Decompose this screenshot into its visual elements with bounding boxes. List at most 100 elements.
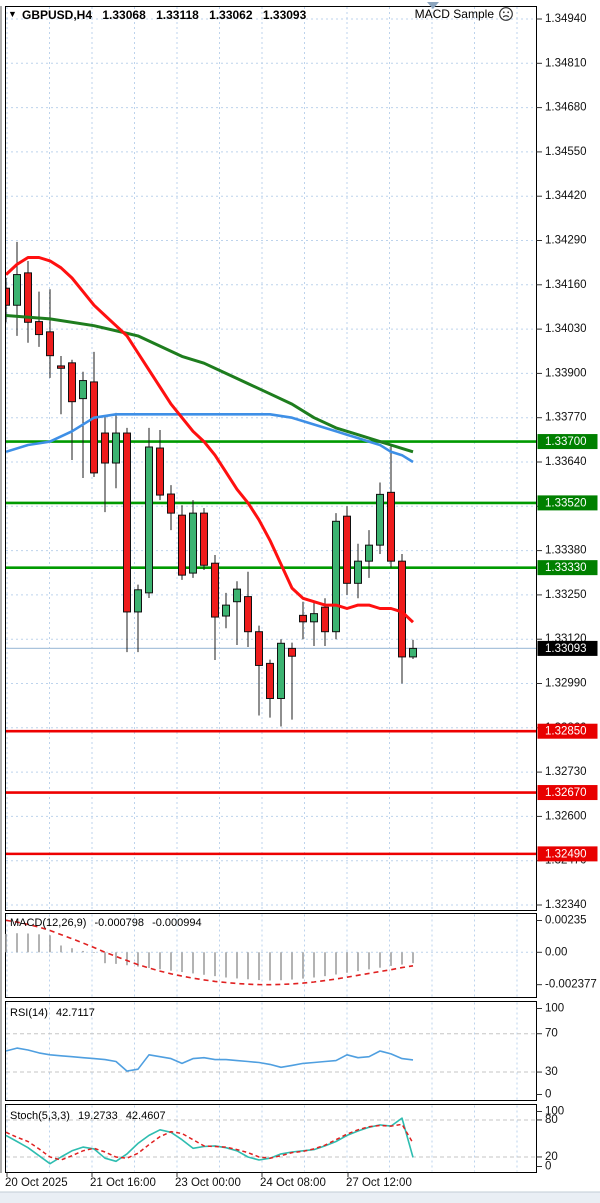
candle-body-bull	[332, 520, 340, 633]
candle-body-bull	[222, 604, 230, 617]
price-badge-red: 1.32490	[537, 846, 598, 862]
bottom-scrollbar-strip[interactable]	[0, 1192, 600, 1203]
candle	[332, 513, 340, 640]
candle-body-bear	[35, 321, 43, 336]
candle	[123, 427, 131, 653]
price-badge-bg	[537, 640, 598, 656]
time-axis[interactable]: 20 Oct 2025 21 Oct 16:00 23 Oct 00:00 24 Oc…	[5, 1172, 412, 1190]
candle	[24, 260, 32, 343]
stoch-panel[interactable]	[5, 1104, 537, 1173]
stoch-name: Stoch(5,3,3)	[10, 1110, 70, 1122]
candle	[112, 412, 120, 489]
candle-body-bear	[57, 365, 65, 369]
stoch-value-k: 19.2733	[77, 1110, 118, 1122]
candle-body-bear	[167, 493, 175, 514]
price-badge-label: 1.33330	[545, 562, 587, 574]
price-badge-bg	[537, 560, 598, 576]
price-badge-bg	[537, 495, 598, 511]
stoch-panel-label: Stoch(5,3,3) 19.2733 42.4607	[10, 1110, 171, 1122]
collapse-chevron-icon[interactable]: ▼	[8, 9, 17, 19]
time-tick-label: 27 Oct 12:00	[346, 1177, 412, 1189]
ohlc-open: 1.33068	[102, 8, 146, 22]
ma-blue-line	[6, 413, 414, 464]
axis-tick-label: 0	[545, 1089, 551, 1101]
candle	[13, 241, 21, 336]
macd-value-main: -0.000798	[94, 917, 145, 929]
candle-body-bull	[277, 642, 285, 699]
rsi-name: RSI(14)	[10, 1007, 48, 1019]
candle-body-bull	[13, 274, 21, 306]
candle-body-bear	[24, 272, 32, 323]
axis-tick-label: 0	[545, 1161, 551, 1173]
candle-body-bear	[123, 432, 131, 613]
rsi-panel-label: RSI(14) 42.7117	[10, 1007, 100, 1019]
candle-body-bear	[255, 631, 263, 666]
candle-body-bear	[178, 514, 186, 576]
price-tick-label: 1.34550	[545, 146, 587, 158]
macd-panel[interactable]	[5, 913, 537, 998]
candle-body-bear	[244, 596, 252, 633]
price-tick-label: 1.32730	[545, 766, 587, 778]
candle-body-bear	[46, 331, 54, 357]
candle	[101, 414, 109, 513]
price-badge-bg	[537, 723, 598, 739]
candle-body-bull	[79, 380, 87, 400]
candle	[6, 277, 10, 323]
symbol-period-label: GBPUSD,H4	[22, 8, 93, 22]
ma-green-line	[6, 314, 414, 454]
rsi-panel-layer: 100 70 30 0	[5, 1002, 564, 1101]
candle	[134, 584, 142, 653]
candle	[233, 581, 241, 645]
price-badge-green: 1.33700	[537, 434, 598, 450]
stoch-value-d: 42.4607	[125, 1110, 166, 1122]
rsi-value: 42.7117	[55, 1007, 95, 1019]
time-tick-label: 20 Oct 2025	[5, 1177, 68, 1189]
candle-body-bear	[387, 491, 395, 562]
macd-name: MACD(12,26,9)	[10, 917, 87, 929]
indicator-title: MACD Sample	[415, 6, 514, 22]
candle	[189, 500, 197, 578]
axis-tick-label: -0.002377	[545, 979, 597, 991]
ma-red-line	[6, 256, 415, 624]
candle	[211, 555, 219, 660]
candle-body-bear	[6, 287, 10, 306]
price-badge-bg	[537, 785, 598, 801]
time-tick-label: 24 Oct 08:00	[260, 1177, 326, 1189]
candle	[288, 642, 296, 720]
chart-header: GBPUSD,H4 1.33068 1.33118 1.33062 1.3309…	[22, 8, 313, 22]
candle	[244, 571, 252, 648]
macd-value-signal: -0.000994	[152, 917, 202, 929]
price-badge-label: 1.33093	[545, 643, 587, 655]
candle	[365, 530, 373, 578]
candle-body-bear	[321, 606, 329, 633]
time-tick-label: 21 Oct 16:00	[90, 1177, 156, 1189]
candle	[145, 427, 153, 598]
candle	[387, 444, 395, 568]
candle-body-bear	[288, 647, 296, 657]
candle-body-bull	[365, 544, 373, 562]
candle	[46, 289, 54, 378]
candle	[376, 482, 384, 555]
price-tick-label: 1.34420	[545, 190, 587, 202]
price-tick-label: 1.33770	[545, 412, 587, 424]
candle	[310, 601, 318, 647]
candle	[167, 485, 175, 531]
rsi-panel[interactable]	[5, 1001, 537, 1101]
scroll-marker-icon	[427, 2, 439, 9]
candle-body-bear	[101, 432, 109, 464]
candle-body-bear	[343, 515, 351, 584]
price-badge-label: 1.32490	[545, 848, 587, 860]
candle-body-bear	[156, 447, 164, 496]
macd-panel-label: MACD(12,26,9) -0.000798 -0.000994	[10, 917, 207, 929]
candle	[398, 554, 406, 684]
candle-body-bear	[90, 381, 98, 474]
price-badge-bg	[537, 846, 598, 862]
axis-tick-label: 0.00235	[545, 915, 587, 927]
axis-tick-label: 100	[545, 1003, 564, 1015]
price-axis[interactable]: 1.34940 1.34810 1.34680 1.34550 1.34420 1.342…	[536, 13, 598, 911]
main-chart-surface[interactable]	[5, 6, 537, 911]
candle	[156, 429, 164, 501]
